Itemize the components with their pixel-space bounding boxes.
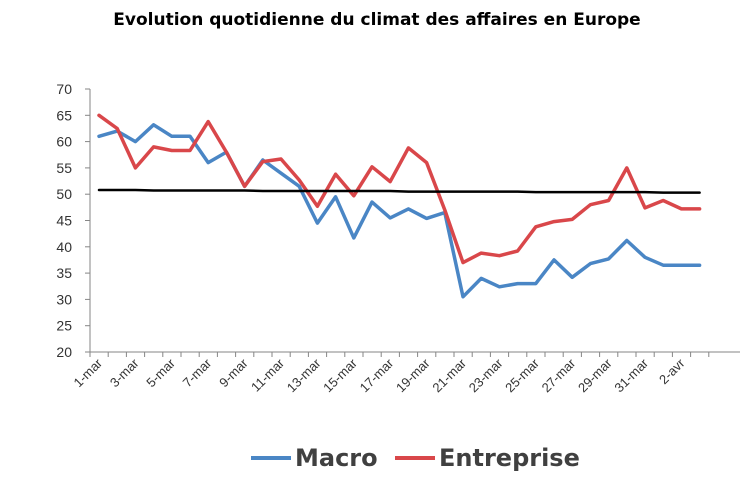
x-tick-label: 3-mar (107, 355, 142, 390)
x-tick-label: 13-mar (284, 355, 324, 395)
x-tick-label: 2-avr (656, 355, 688, 387)
x-tick-label: 21-mar (429, 355, 469, 395)
x-tick-label: 27-mar (539, 355, 579, 395)
x-tick-label: 25-mar (502, 355, 542, 395)
x-tick-label: 9-mar (216, 355, 251, 390)
x-tick-label: 17-mar (357, 355, 397, 395)
x-tick-label: 5-mar (143, 355, 178, 390)
x-tick-label: 1-mar (71, 355, 106, 390)
y-tick-label: 65 (56, 107, 72, 123)
x-tick-label: 19-mar (393, 355, 433, 395)
y-tick-label: 20 (56, 344, 72, 360)
x-tick-label: 23-mar (466, 355, 506, 395)
legend: Macro Entreprise (251, 444, 580, 472)
legend-label-entreprise: Entreprise (439, 444, 580, 472)
y-tick-label: 30 (56, 291, 72, 307)
y-tick-label: 70 (56, 81, 72, 97)
legend-label-macro: Macro (295, 444, 378, 472)
y-tick-label: 25 (56, 318, 72, 334)
chart-title: Evolution quotidienne du climat des affa… (113, 10, 641, 30)
reference-line (97, 188, 701, 194)
y-tick-label: 40 (56, 239, 72, 255)
x-tick-label: 7-mar (180, 355, 215, 390)
x-tick-label: 11-mar (248, 355, 288, 395)
y-tick-label: 50 (56, 186, 72, 202)
y-tick-label: 55 (56, 160, 72, 176)
x-tick-label: 29-mar (575, 355, 615, 395)
series-lines (97, 113, 702, 299)
x-tick-label: 31-mar (611, 355, 651, 395)
y-tick-label: 60 (56, 134, 72, 150)
y-tick-label: 35 (56, 265, 72, 281)
series-line-macro (97, 123, 702, 299)
y-axis: 20 25 30 35 40 45 50 55 60 65 70 (56, 81, 91, 360)
x-axis: 1-mar 3-mar 5-mar 7-mar 9-mar11-mar13-mar15-… (71, 351, 740, 395)
y-tick-label: 45 (56, 213, 72, 229)
series-line-entreprise (97, 113, 702, 265)
x-tick-label: 15-mar (320, 355, 360, 395)
